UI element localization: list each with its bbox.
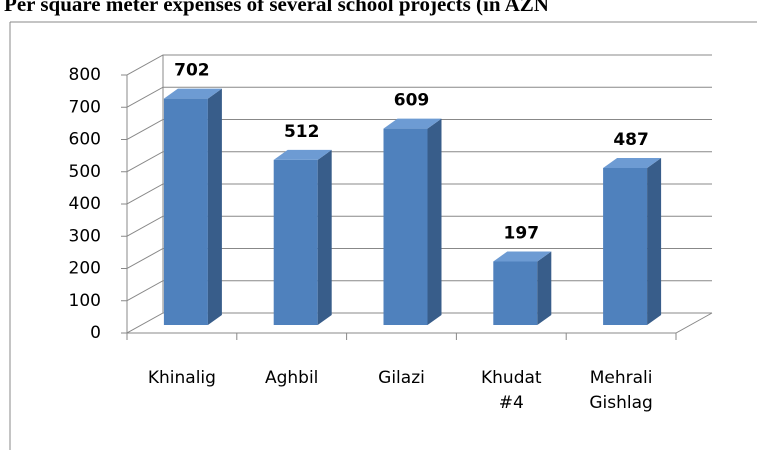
bar-side xyxy=(207,88,222,325)
grid-line xyxy=(126,183,712,205)
bar-side xyxy=(647,157,662,325)
value-label: 487 xyxy=(613,130,649,150)
y-tick-label: 300 xyxy=(69,226,101,246)
bar xyxy=(273,159,318,325)
bar-side xyxy=(427,118,442,325)
bar xyxy=(383,128,428,325)
y-tick-label: 100 xyxy=(69,291,101,311)
x-tick-label: Aghbil xyxy=(265,368,318,388)
grid-line xyxy=(126,119,712,140)
bar xyxy=(493,261,538,325)
bar xyxy=(163,98,208,325)
grid-line xyxy=(126,54,712,76)
y-tick-label: 200 xyxy=(69,259,101,279)
y-tick-label: 700 xyxy=(69,97,101,117)
bar-top xyxy=(163,88,222,99)
grid-line xyxy=(126,151,712,173)
bar-top xyxy=(603,157,662,168)
x-tick-label: Gilazi xyxy=(378,368,425,388)
y-tick-label: 0 xyxy=(90,323,101,343)
chart-title: Per square meter expenses of several sch… xyxy=(4,0,549,16)
value-label: 197 xyxy=(504,223,540,243)
y-tick-label: 400 xyxy=(69,194,101,214)
y-tick-label: 800 xyxy=(69,65,101,85)
value-label: 609 xyxy=(394,91,430,111)
grid-line xyxy=(126,86,712,108)
bar-top xyxy=(493,251,552,262)
bar-side xyxy=(537,251,552,325)
y-tick-label: 600 xyxy=(69,130,101,150)
x-tick-label: Khudat #4 xyxy=(481,368,542,413)
x-tick-label: Mehrali Gishlag xyxy=(589,368,652,413)
bar-top xyxy=(383,118,442,129)
value-label: 512 xyxy=(284,122,320,142)
value-label: 702 xyxy=(174,61,210,81)
y-tick-label: 500 xyxy=(69,162,101,182)
grid-line xyxy=(126,215,712,237)
bar-top xyxy=(273,149,332,160)
grid-line xyxy=(126,248,712,269)
x-tick-label: Khinalig xyxy=(148,368,216,388)
bar-side xyxy=(317,149,332,325)
bar xyxy=(603,167,648,325)
